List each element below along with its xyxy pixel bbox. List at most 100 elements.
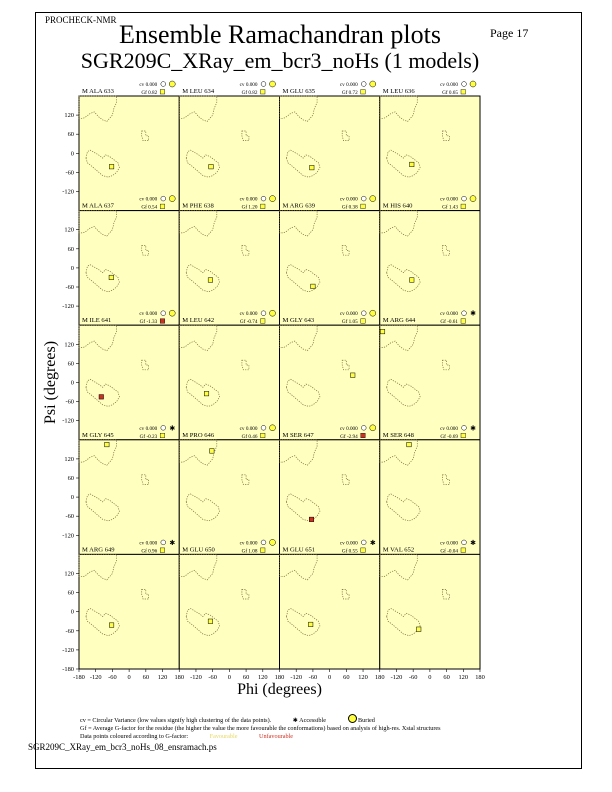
gf-colour-swatch xyxy=(460,318,466,324)
gf-colour-swatch xyxy=(160,547,165,553)
y-tick-label: -60 xyxy=(65,284,74,291)
data-point xyxy=(109,622,115,628)
plot-panel xyxy=(379,210,481,326)
data-point xyxy=(309,516,315,522)
alpha-region-outline xyxy=(286,493,321,522)
y-tick-label: -60 xyxy=(65,628,74,635)
data-point xyxy=(350,372,356,378)
legend-favourable: Favourable xyxy=(209,733,238,741)
gf-colour-swatch xyxy=(260,318,266,324)
gf-value: Gf 0.54 xyxy=(141,204,157,211)
gf-value: Gf 0.82 xyxy=(141,89,157,96)
alpha-region-outline xyxy=(386,149,421,178)
cv-value: cv 0.000 xyxy=(240,311,258,317)
cv-value: cv 0.000 xyxy=(340,540,358,546)
cv-value: cv 0.000 xyxy=(440,82,458,88)
y-tick-label: 60 xyxy=(68,360,74,367)
alpha-region-outline xyxy=(386,378,421,407)
buried-icon xyxy=(269,424,276,432)
gf-colour-swatch xyxy=(360,89,366,95)
gf-colour-swatch xyxy=(460,433,466,438)
plot-panel xyxy=(279,95,381,212)
page-number: Page 17 xyxy=(490,26,529,40)
gf-colour-swatch xyxy=(260,203,266,209)
beta-region-outline xyxy=(78,554,117,581)
y-tick-label: 0 xyxy=(71,150,74,157)
cv-circle-icon xyxy=(260,539,267,546)
beta-region-outline xyxy=(78,210,117,237)
residue-label: M ALA 633 xyxy=(82,88,115,95)
y-tick-label: 60 xyxy=(68,475,74,482)
x-tick-label: 60 xyxy=(343,674,349,681)
cv-value: cv 0.000 xyxy=(240,426,258,432)
left-handed-region-outline xyxy=(241,245,250,256)
x-tick-label: 120 xyxy=(158,674,168,681)
data-point xyxy=(416,626,422,632)
beta-region-outline xyxy=(379,324,418,352)
legend-colour-text: Data points coloured according to G-fact… xyxy=(80,733,189,741)
left-handed-region-outline xyxy=(141,130,149,141)
alpha-region-outline xyxy=(185,264,220,293)
page-subtitle: SGR209C_XRay_em_bcr3_noHs (1 models) xyxy=(80,48,480,73)
residue-label: M SER 648 xyxy=(383,432,415,439)
data-point xyxy=(204,391,210,397)
y-tick-label: -60 xyxy=(65,513,74,520)
y-tick-label: 120 xyxy=(64,112,74,119)
plot-panel xyxy=(78,324,180,441)
left-handed-region-outline xyxy=(442,589,450,600)
cv-circle-icon xyxy=(361,81,367,87)
residue-label: M GLU 635 xyxy=(283,88,316,95)
alpha-region-outline xyxy=(85,493,120,522)
plot-panel xyxy=(379,553,481,670)
page-title: Ensemble Ramachandran plots xyxy=(118,20,442,49)
alpha-region-outline xyxy=(286,608,321,636)
plot-panel xyxy=(379,324,481,441)
y-tick-label: 120 xyxy=(64,571,74,578)
x-tick-label: 0 xyxy=(328,674,331,681)
left-handed-region-outline xyxy=(241,474,250,485)
x-tick-label: 0 xyxy=(428,674,431,681)
data-point xyxy=(207,618,213,624)
accessible-icon: ✱ xyxy=(169,539,175,547)
alpha-region-outline xyxy=(386,493,421,522)
cv-circle-icon xyxy=(461,425,467,431)
left-handed-region-outline xyxy=(341,245,350,256)
cv-value: cv 0.000 xyxy=(139,311,157,317)
left-handed-region-outline xyxy=(141,474,149,485)
left-handed-region-outline xyxy=(442,359,450,371)
legend-row-colour: Data points coloured according to G-fact… xyxy=(80,733,441,741)
residue-label: M ARG 639 xyxy=(283,203,316,210)
alpha-region-outline xyxy=(386,264,421,293)
left-handed-region-outline xyxy=(241,130,250,141)
gf-colour-swatch xyxy=(260,433,266,438)
gf-colour-swatch xyxy=(160,433,165,438)
cv-value: cv 0.000 xyxy=(240,540,258,546)
buried-icon xyxy=(369,424,376,432)
buried-icon xyxy=(369,195,376,202)
beta-region-outline xyxy=(178,439,218,466)
gf-colour-swatch xyxy=(460,203,466,209)
y-tick-label: -60 xyxy=(65,399,74,406)
residue-label: M GLU 651 xyxy=(283,546,316,553)
y-tick-label: 0 xyxy=(71,609,74,616)
gf-value: Gf 1.08 xyxy=(242,547,258,554)
buried-icon xyxy=(469,195,477,202)
y-tick-label: 0 xyxy=(71,380,74,387)
x-tick-label: -60 xyxy=(409,674,418,681)
residue-label: M PHE 638 xyxy=(182,203,214,210)
beta-region-outline xyxy=(78,95,117,122)
cv-circle-icon xyxy=(160,310,166,316)
y-tick-label: 120 xyxy=(64,456,74,463)
cv-value: cv 0.000 xyxy=(340,426,358,432)
cv-circle-icon xyxy=(361,425,367,431)
y-axis-title: Psi (degrees) xyxy=(42,341,59,424)
buried-icon xyxy=(369,309,376,317)
footer-filename: SGR209C_XRay_em_bcr3_noHs_08_ensramach.p… xyxy=(28,742,217,752)
buried-icon xyxy=(369,80,376,88)
x-tick-label: 180 xyxy=(375,674,385,681)
cv-value: cv 0.000 xyxy=(440,426,458,432)
residue-label: M HIS 640 xyxy=(383,203,413,210)
residue-label: M GLU 650 xyxy=(182,546,215,553)
x-tick-label: -60 xyxy=(208,674,217,681)
cv-circle-icon xyxy=(260,81,267,87)
